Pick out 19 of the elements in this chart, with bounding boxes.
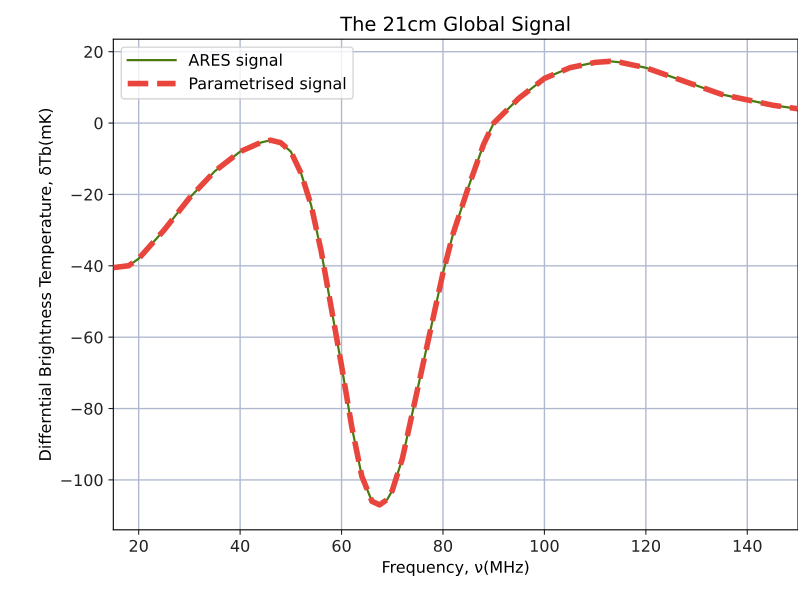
chart-title: The 21cm Global Signal <box>340 16 570 35</box>
y-tick-label: −60 <box>72 331 103 344</box>
y-tick-label: −40 <box>72 260 103 272</box>
y-tick-label: −100 <box>61 474 103 486</box>
legend-label: Parametrised signal <box>190 77 346 92</box>
x-tick-label: 40 <box>230 540 250 552</box>
y-tick-label: 0 <box>94 117 103 130</box>
x-tick-label: 60 <box>332 540 351 552</box>
x-axis-title: Frequency, ν(MHz) <box>383 560 528 576</box>
x-tick-label: 100 <box>530 540 559 552</box>
x-tick-label: 80 <box>434 540 452 552</box>
x-tick-label: 140 <box>734 540 762 552</box>
y-tick-label: −80 <box>72 402 103 415</box>
y-tick-label: 20 <box>84 46 103 58</box>
x-tick-label: 20 <box>130 540 148 552</box>
y-tick-label: −20 <box>72 188 103 201</box>
x-tick-label: 120 <box>632 540 660 552</box>
legend-label: ARES signal <box>188 54 282 70</box>
y-axis-title: Differntial Brightness Temperature, δTb(mK) <box>38 108 54 460</box>
